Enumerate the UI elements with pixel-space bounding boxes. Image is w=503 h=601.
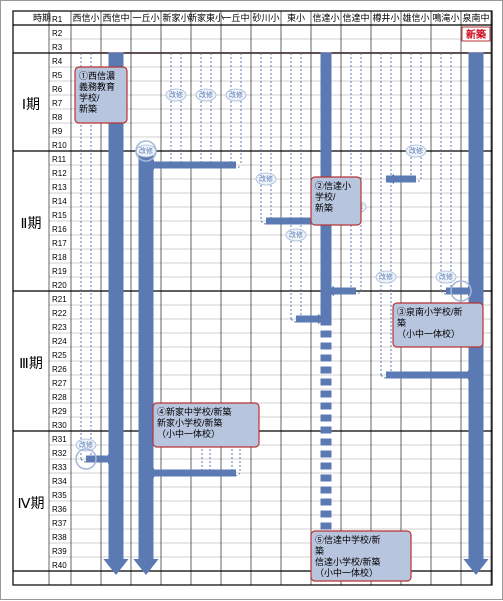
phase-header: 時期 <box>33 13 51 23</box>
row-label: R23 <box>52 323 67 332</box>
row-label: R37 <box>52 519 67 528</box>
row-label: R2 <box>52 29 63 38</box>
row-label: R17 <box>52 239 67 248</box>
callout-text: （小中一体校） <box>397 328 460 339</box>
row-label: R29 <box>52 407 67 416</box>
row-label: R10 <box>52 141 67 150</box>
row-label: R5 <box>52 71 63 80</box>
col-header: 樽井小 <box>372 12 399 23</box>
row-label: R21 <box>52 295 67 304</box>
repair-badge: 改修 <box>379 272 393 281</box>
row-label: R30 <box>52 421 67 430</box>
repair-badge: 改修 <box>259 174 273 183</box>
col-header: 新家小 <box>162 12 189 23</box>
diagram-page: 時期 西信小西信中一丘小新家小新家東小一丘中砂川小東小信達小信達中樽井小雄信小鳴滝… <box>0 0 503 600</box>
row-label: R20 <box>52 281 67 290</box>
row-label: R34 <box>52 477 67 486</box>
repair-badge: 改修 <box>169 90 183 99</box>
callout-text: 信達小学校/新築 <box>315 556 381 567</box>
col-header: 一丘小 <box>132 13 159 23</box>
row-label: R4 <box>52 57 63 66</box>
col-header: 東小 <box>287 12 305 23</box>
phase-label: Ⅰ期 <box>22 96 40 112</box>
row-label: R26 <box>52 365 67 374</box>
flow-arrowhead <box>133 559 158 575</box>
col-header: 砂川小 <box>252 12 279 23</box>
phase-label: Ⅲ期 <box>19 355 43 371</box>
row-label: R25 <box>52 351 67 360</box>
callout-text: 学校/ <box>79 92 100 103</box>
row-label: R32 <box>52 449 67 458</box>
row-label: R35 <box>52 491 67 500</box>
row-label: R15 <box>52 211 67 220</box>
row-label: R18 <box>52 253 67 262</box>
row-label: R28 <box>52 393 67 402</box>
row-label: R40 <box>52 561 67 570</box>
callout-text: （小中一体校） <box>157 428 220 439</box>
callout-text: 学校/ <box>315 191 336 202</box>
flow-arrowhead <box>463 559 488 575</box>
row-label: R14 <box>52 197 67 206</box>
row-label: R13 <box>52 183 67 192</box>
row-label: R19 <box>52 267 67 276</box>
row-label: R36 <box>52 505 67 514</box>
repair-badge: 改修 <box>439 272 453 281</box>
row-label: R7 <box>52 99 63 108</box>
row-label: R38 <box>52 533 67 542</box>
col-header: 泉南中 <box>462 12 489 23</box>
flow-bar <box>139 151 153 559</box>
col-header: 信達小 <box>312 12 339 23</box>
phase-label: Ⅱ期 <box>21 215 42 231</box>
callout-text: ④新家中学校/新築 <box>157 406 232 417</box>
row-label: R27 <box>52 379 67 388</box>
callout-text: 築 <box>397 317 406 328</box>
row-label: R9 <box>52 127 63 136</box>
callout-text: （小中一体校） <box>315 567 378 578</box>
callout-text: ③泉南小学校/新 <box>397 306 463 317</box>
col-header: 信達中 <box>342 12 369 23</box>
col-header: 新家東小 <box>188 12 224 23</box>
callout-text: 義務教育 <box>79 81 115 92</box>
col-header: 鳴滝小 <box>432 12 459 23</box>
callout-text: ⑤信達中学校/新 <box>315 534 381 545</box>
row-label: R1 <box>52 15 63 24</box>
callout-text: ②信達小 <box>315 180 351 191</box>
col-header: 西信小 <box>72 12 99 23</box>
repair-badge: 改修 <box>139 146 153 155</box>
diagram-svg: 時期 西信小西信中一丘小新家小新家東小一丘中砂川小東小信達小信達中樽井小雄信小鳴滝… <box>1 1 503 601</box>
repair-badge: 改修 <box>79 440 93 449</box>
repair-badge: 改修 <box>199 90 213 99</box>
callout-text: 築 <box>315 545 324 556</box>
repair-badge: 改修 <box>409 146 423 155</box>
row-label: R6 <box>52 85 63 94</box>
phase-label: Ⅳ期 <box>18 495 45 511</box>
new-badge: 新築 <box>466 28 487 41</box>
repair-badge: 改修 <box>289 230 303 239</box>
row-label: R8 <box>52 113 63 122</box>
row-label: R16 <box>52 225 67 234</box>
col-header: 雄信小 <box>402 12 429 23</box>
row-label: R22 <box>52 309 67 318</box>
row-label: R31 <box>52 435 67 444</box>
repair-badge: 改修 <box>229 90 243 99</box>
col-header: 一丘中 <box>222 12 249 23</box>
col-header: 西信中 <box>102 12 129 23</box>
row-label: R39 <box>52 547 67 556</box>
callout-text: ①西信濃 <box>79 70 115 81</box>
flow-bar <box>109 53 123 559</box>
row-label: R3 <box>52 43 63 52</box>
row-label: R24 <box>52 337 67 346</box>
row-label: R12 <box>52 169 67 178</box>
row-label: R33 <box>52 463 67 472</box>
callout-text: 新築 <box>79 103 97 114</box>
callout-text: 新築 <box>315 202 333 213</box>
callout-text: 新家小学校/新築 <box>157 417 223 428</box>
flow-arrowhead <box>103 559 128 575</box>
row-label: R11 <box>52 155 67 164</box>
